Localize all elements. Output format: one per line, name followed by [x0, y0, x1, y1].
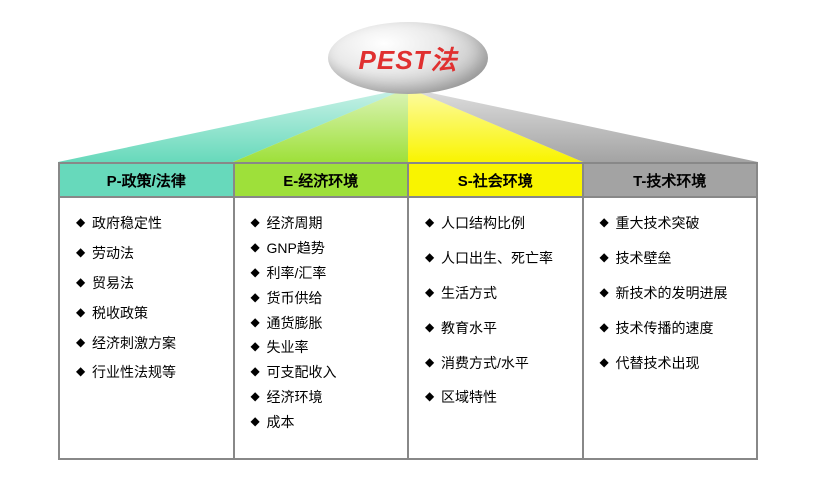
- list-item: 货币供给: [251, 289, 398, 308]
- list-item: 可支配收入: [251, 363, 398, 382]
- list-item: 通货膨胀: [251, 314, 398, 333]
- list-item: 重大技术突破: [600, 214, 747, 233]
- list-item: GNP趋势: [251, 239, 398, 258]
- list-item: 行业性法规等: [76, 363, 223, 382]
- list-item: 技术壁垒: [600, 249, 747, 268]
- diagram-title: PEST法: [359, 40, 458, 77]
- list-item: 政府稳定性: [76, 214, 223, 233]
- list-item: 税收政策: [76, 304, 223, 323]
- list-item: 技术传播的速度: [600, 319, 747, 338]
- title-oval: PEST法: [328, 22, 488, 94]
- body-P: 政府稳定性劳动法贸易法税收政策经济刺激方案行业性法规等: [60, 198, 235, 458]
- list-item: 经济环境: [251, 388, 398, 407]
- list-item: 贸易法: [76, 274, 223, 293]
- list-item: 新技术的发明进展: [600, 284, 747, 303]
- list-item: 人口出生、死亡率: [425, 249, 572, 268]
- list-item: 经济刺激方案: [76, 334, 223, 353]
- list-item: 劳动法: [76, 244, 223, 263]
- list-item: 利率/汇率: [251, 264, 398, 283]
- body-T: 重大技术突破技术壁垒新技术的发明进展技术传播的速度代替技术出现: [584, 198, 757, 458]
- item-list: 经济周期 GNP趋势利率/汇率货币供给通货膨胀失业率可支配收入经济环境成本: [251, 214, 398, 432]
- table-body-row: 政府稳定性劳动法贸易法税收政策经济刺激方案行业性法规等 经济周期 GNP趋势利率/汇…: [60, 196, 756, 458]
- list-item: 教育水平: [425, 319, 572, 338]
- list-item: 成本: [251, 413, 398, 432]
- body-E: 经济周期 GNP趋势利率/汇率货币供给通货膨胀失业率可支配收入经济环境成本: [235, 198, 410, 458]
- list-item: 人口结构比例: [425, 214, 572, 233]
- list-item: 消费方式/水平: [425, 354, 572, 373]
- item-list: 人口结构比例人口出生、死亡率生活方式教育水平消费方式/水平区域特性: [425, 214, 572, 407]
- item-list: 重大技术突破技术壁垒新技术的发明进展技术传播的速度代替技术出现: [600, 214, 747, 372]
- list-item: 失业率: [251, 338, 398, 357]
- list-item: 生活方式: [425, 284, 572, 303]
- item-list: 政府稳定性劳动法贸易法税收政策经济刺激方案行业性法规等: [76, 214, 223, 382]
- list-item: 区域特性: [425, 388, 572, 407]
- list-item: 经济周期: [251, 214, 398, 233]
- pest-table: P-政策/法律E-经济环境S-社会环境T-技术环境 政府稳定性劳动法贸易法税收政…: [58, 162, 758, 460]
- body-S: 人口结构比例人口出生、死亡率生活方式教育水平消费方式/水平区域特性: [409, 198, 584, 458]
- list-item: 代替技术出现: [600, 354, 747, 373]
